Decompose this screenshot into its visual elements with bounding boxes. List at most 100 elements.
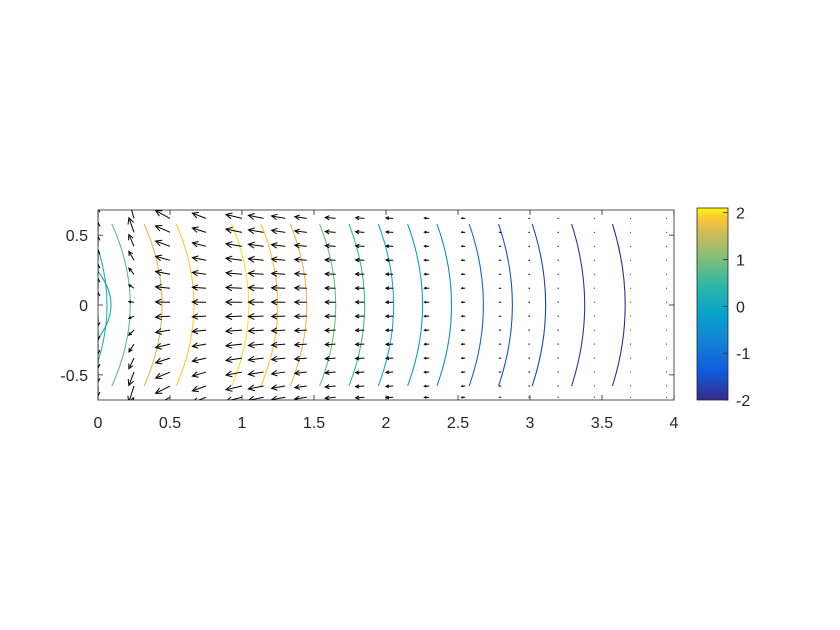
quiver-arrow [354,395,365,400]
x-tick-label: 3.5 [591,415,613,432]
quiver-arrow [191,356,207,364]
quiver-arrow [354,356,365,361]
quiver-arrow [224,226,243,234]
quiver-arrow [270,213,286,221]
quiver-arrow [191,269,207,277]
quiver-arrow [293,395,307,400]
quiver-arrow [354,314,365,319]
colorbar-tick-label: 0 [736,299,745,316]
quiver-arrow [354,229,365,235]
colorbar [696,207,729,401]
quiver-arrow [293,214,307,221]
quiver-arrow [293,228,307,235]
contour-line [231,223,250,387]
quiver-arrow [98,277,101,289]
quiver-arrow [98,235,101,247]
quiver-arrow [224,385,243,392]
quiver-arrow [460,357,466,360]
quiver-arrow [423,356,430,360]
plot-area [97,209,675,401]
quiver-arrow [247,355,264,363]
quiver-arrow [154,225,171,233]
quiver-arrow [460,396,466,399]
quiver-arrow [247,241,264,249]
quiver-arrow [324,257,336,263]
quiver-arrow [98,263,101,275]
quiver-arrow [191,255,207,262]
quiver-arrow [154,371,171,380]
quiver-arrow [423,328,430,332]
quiver-arrow [247,255,264,263]
quiver-arrow [384,356,394,361]
quiver-arrow [384,384,394,389]
quiver-arrow [224,255,243,263]
quiver-arrow [247,341,264,349]
quiver-arrow [224,370,243,378]
quiver-arrow [154,313,171,321]
quiver-arrow [324,313,336,319]
quiver-arrow [460,315,466,318]
quiver-arrow [423,384,430,388]
quiver-arrow [191,240,207,248]
quiver-arrow [270,256,286,263]
colorbar-tick-label: 2 [736,206,745,223]
quiver-arrow [224,356,243,364]
quiver-arrow [248,395,264,400]
quiver-arrow [384,370,394,375]
quiver-arrow [384,300,394,305]
quiver-arrow [460,384,466,388]
quiver-arrow [354,243,365,249]
quiver-arrow [270,341,286,348]
quiver-arrow [384,216,394,220]
quiver-arrow [191,298,207,306]
quiver-arrow [270,270,286,277]
quiver-arrow [293,355,307,362]
x-tick-label: 4 [670,415,679,432]
quiver-arrow [191,385,207,393]
quiver-arrow [270,227,286,235]
quiver-arrow [324,355,336,362]
quiver-arrow [423,230,430,234]
quiver-arrow [423,216,430,220]
quiver-arrow [324,243,336,249]
quiver-arrow [423,314,430,318]
quiver-arrow [154,298,171,306]
quiver-arrow [127,300,135,304]
quiver-arrow [247,327,264,335]
quiver-arrow [423,342,430,346]
quiver-arrow [270,298,286,306]
quiver-arrow [128,250,135,261]
quiver-arrow [354,370,365,375]
quiver-arrow [98,249,101,261]
quiver-arrow [98,344,101,356]
quiver-arrow [194,396,207,400]
quiver-arrow [127,284,135,289]
x-tick-label: 1.5 [303,415,325,432]
contour-line [111,223,131,387]
x-tick-label: 0 [94,415,103,432]
quiver-arrow [270,384,286,391]
contour-line [571,223,586,387]
quiver-arrow [224,327,243,335]
quiver-arrow [460,259,466,262]
quiver-arrow [247,213,264,220]
quiver-arrow [423,395,430,399]
quiver-arrow [127,315,135,320]
quiver-arrow [293,313,307,320]
quiver-arrow [154,328,171,335]
quiver-arrow [293,341,307,348]
quiver-arrow [98,316,101,328]
quiver-arrow [423,244,430,248]
quiver-arrow [127,216,135,233]
quiver-arrow [354,271,365,277]
contour-line [377,223,395,387]
quiver-arrow [423,300,430,304]
quiver-arrow [224,284,243,292]
quiver-arrow [354,328,365,333]
quiver-arrow [460,287,466,290]
contour-line [468,223,484,387]
quiver-arrow [247,227,264,235]
contour-line [497,223,513,387]
quiver-arrow [98,221,101,233]
